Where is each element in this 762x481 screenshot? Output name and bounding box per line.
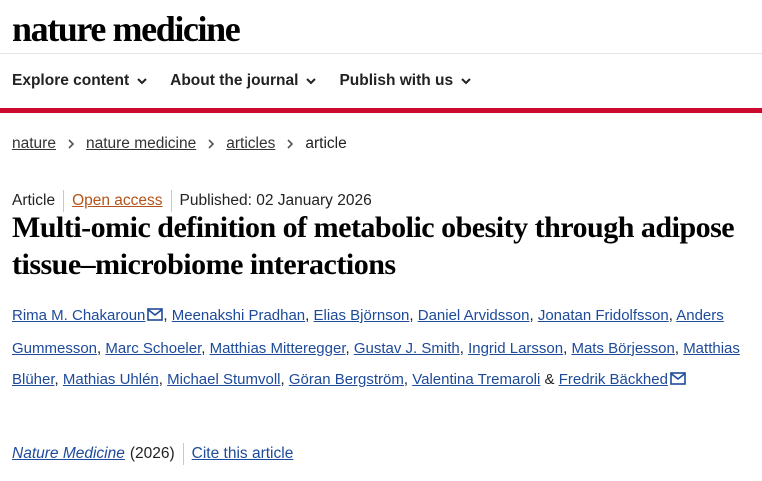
meta-divider [63, 190, 65, 212]
breadcrumb-nature[interactable]: nature [12, 135, 56, 152]
author-list: Rima M. Chakaroun, Meenakshi Pradhan, El… [12, 300, 760, 397]
chevron-right-icon [208, 139, 215, 149]
author-link[interactable]: Anders Gummesson [12, 307, 724, 357]
chevron-down-icon [461, 78, 471, 85]
article-meta: Article Open access Published: 02 Januar… [12, 190, 372, 212]
author-link[interactable]: Matthias Mitteregger [209, 339, 346, 357]
breadcrumb: nature nature medicine articles article [12, 135, 347, 153]
author-link[interactable]: Fredrik Bäckhed [558, 371, 668, 388]
author-link[interactable]: Ingrid Larsson [468, 339, 564, 357]
nav-explore-content-label: Explore content [12, 72, 130, 89]
nav-explore-content[interactable]: Explore content [12, 72, 148, 90]
cite-article-link[interactable]: Cite this article [191, 445, 294, 462]
author-link[interactable]: Göran Bergström [288, 371, 404, 388]
breadcrumb-current: article [305, 135, 347, 152]
nav-about-journal-label: About the journal [170, 72, 299, 89]
author-link[interactable]: Jonatan Fridolfsson [537, 307, 669, 324]
author-link[interactable]: Rima M. Chakaroun [12, 307, 146, 324]
author-link[interactable]: Michael Stumvoll [167, 371, 281, 388]
author-link[interactable]: Meenakshi Pradhan [171, 307, 306, 324]
author-link[interactable]: Matthias Blüher [12, 339, 740, 389]
main-nav: Explore content About the journal Publis… [12, 72, 472, 90]
breadcrumb-articles[interactable]: articles [226, 135, 276, 152]
article-title: Multi-omic definition of metabolic obesi… [12, 211, 735, 281]
accent-bar [0, 108, 762, 113]
mail-icon[interactable] [670, 365, 686, 397]
chevron-right-icon [287, 139, 294, 149]
author-link[interactable]: Mats Börjesson [571, 339, 675, 357]
author-link[interactable]: Valentina Tremaroli [412, 371, 541, 388]
nav-about-journal[interactable]: About the journal [170, 72, 317, 90]
author-link[interactable]: Daniel Arvidsson [417, 307, 530, 324]
site-logo[interactable]: nature medicine [12, 9, 241, 49]
nav-publish-with-us[interactable]: Publish with us [339, 72, 472, 90]
article-type: Article [12, 192, 56, 209]
nav-publish-with-us-label: Publish with us [339, 72, 454, 89]
author-link[interactable]: Marc Schoeler [105, 339, 202, 357]
header-divider [0, 53, 762, 54]
meta-divider [170, 190, 172, 212]
published-date: Published: 02 January 2026 [179, 192, 372, 209]
journal-link[interactable]: Nature Medicine [12, 445, 125, 462]
author-link[interactable]: Elias Björnson [313, 307, 410, 324]
author-link[interactable]: Gustav J. Smith [353, 339, 460, 357]
citation-year: (2026) [129, 445, 175, 462]
chevron-down-icon [306, 78, 317, 85]
open-access-link[interactable]: Open access [72, 192, 163, 209]
mail-icon[interactable] [147, 301, 164, 333]
chevron-right-icon [68, 139, 75, 149]
chevron-down-icon [137, 78, 147, 85]
citation-line: Nature Medicine (2026) Cite this article [12, 443, 293, 465]
breadcrumb-nature-medicine[interactable]: nature medicine [85, 135, 197, 152]
author-link[interactable]: Mathias Uhlén [62, 371, 159, 388]
citation-divider [182, 443, 184, 465]
